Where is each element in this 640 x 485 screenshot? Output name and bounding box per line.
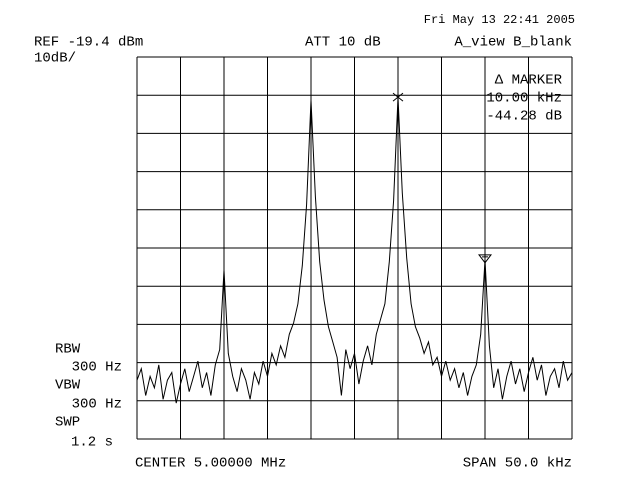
span: SPAN 50.0 kHz xyxy=(463,456,572,472)
scale: 10dB/ xyxy=(34,51,76,67)
trace-mode: A_view B_blank xyxy=(454,35,572,51)
setting: VBW xyxy=(55,378,81,394)
marker-readout: -44.28 dB xyxy=(486,109,562,125)
marker xyxy=(392,92,404,102)
reference-level: REF -19.4 dBm xyxy=(34,35,143,51)
setting: 300 Hz xyxy=(72,397,122,413)
setting: 1.2 s xyxy=(71,435,113,451)
center-frequency: CENTER 5.00000 MHz xyxy=(135,456,286,472)
trace xyxy=(136,97,573,404)
setting: 300 Hz xyxy=(72,360,122,376)
setting: SWP xyxy=(55,415,80,431)
attenuation: ATT 10 dB xyxy=(305,35,381,51)
setting: RBW xyxy=(55,342,81,358)
marker-readout: 10.00 kHz xyxy=(486,91,562,107)
timestamp: Fri May 13 22:41 2005 xyxy=(424,13,575,27)
marker xyxy=(478,254,492,264)
